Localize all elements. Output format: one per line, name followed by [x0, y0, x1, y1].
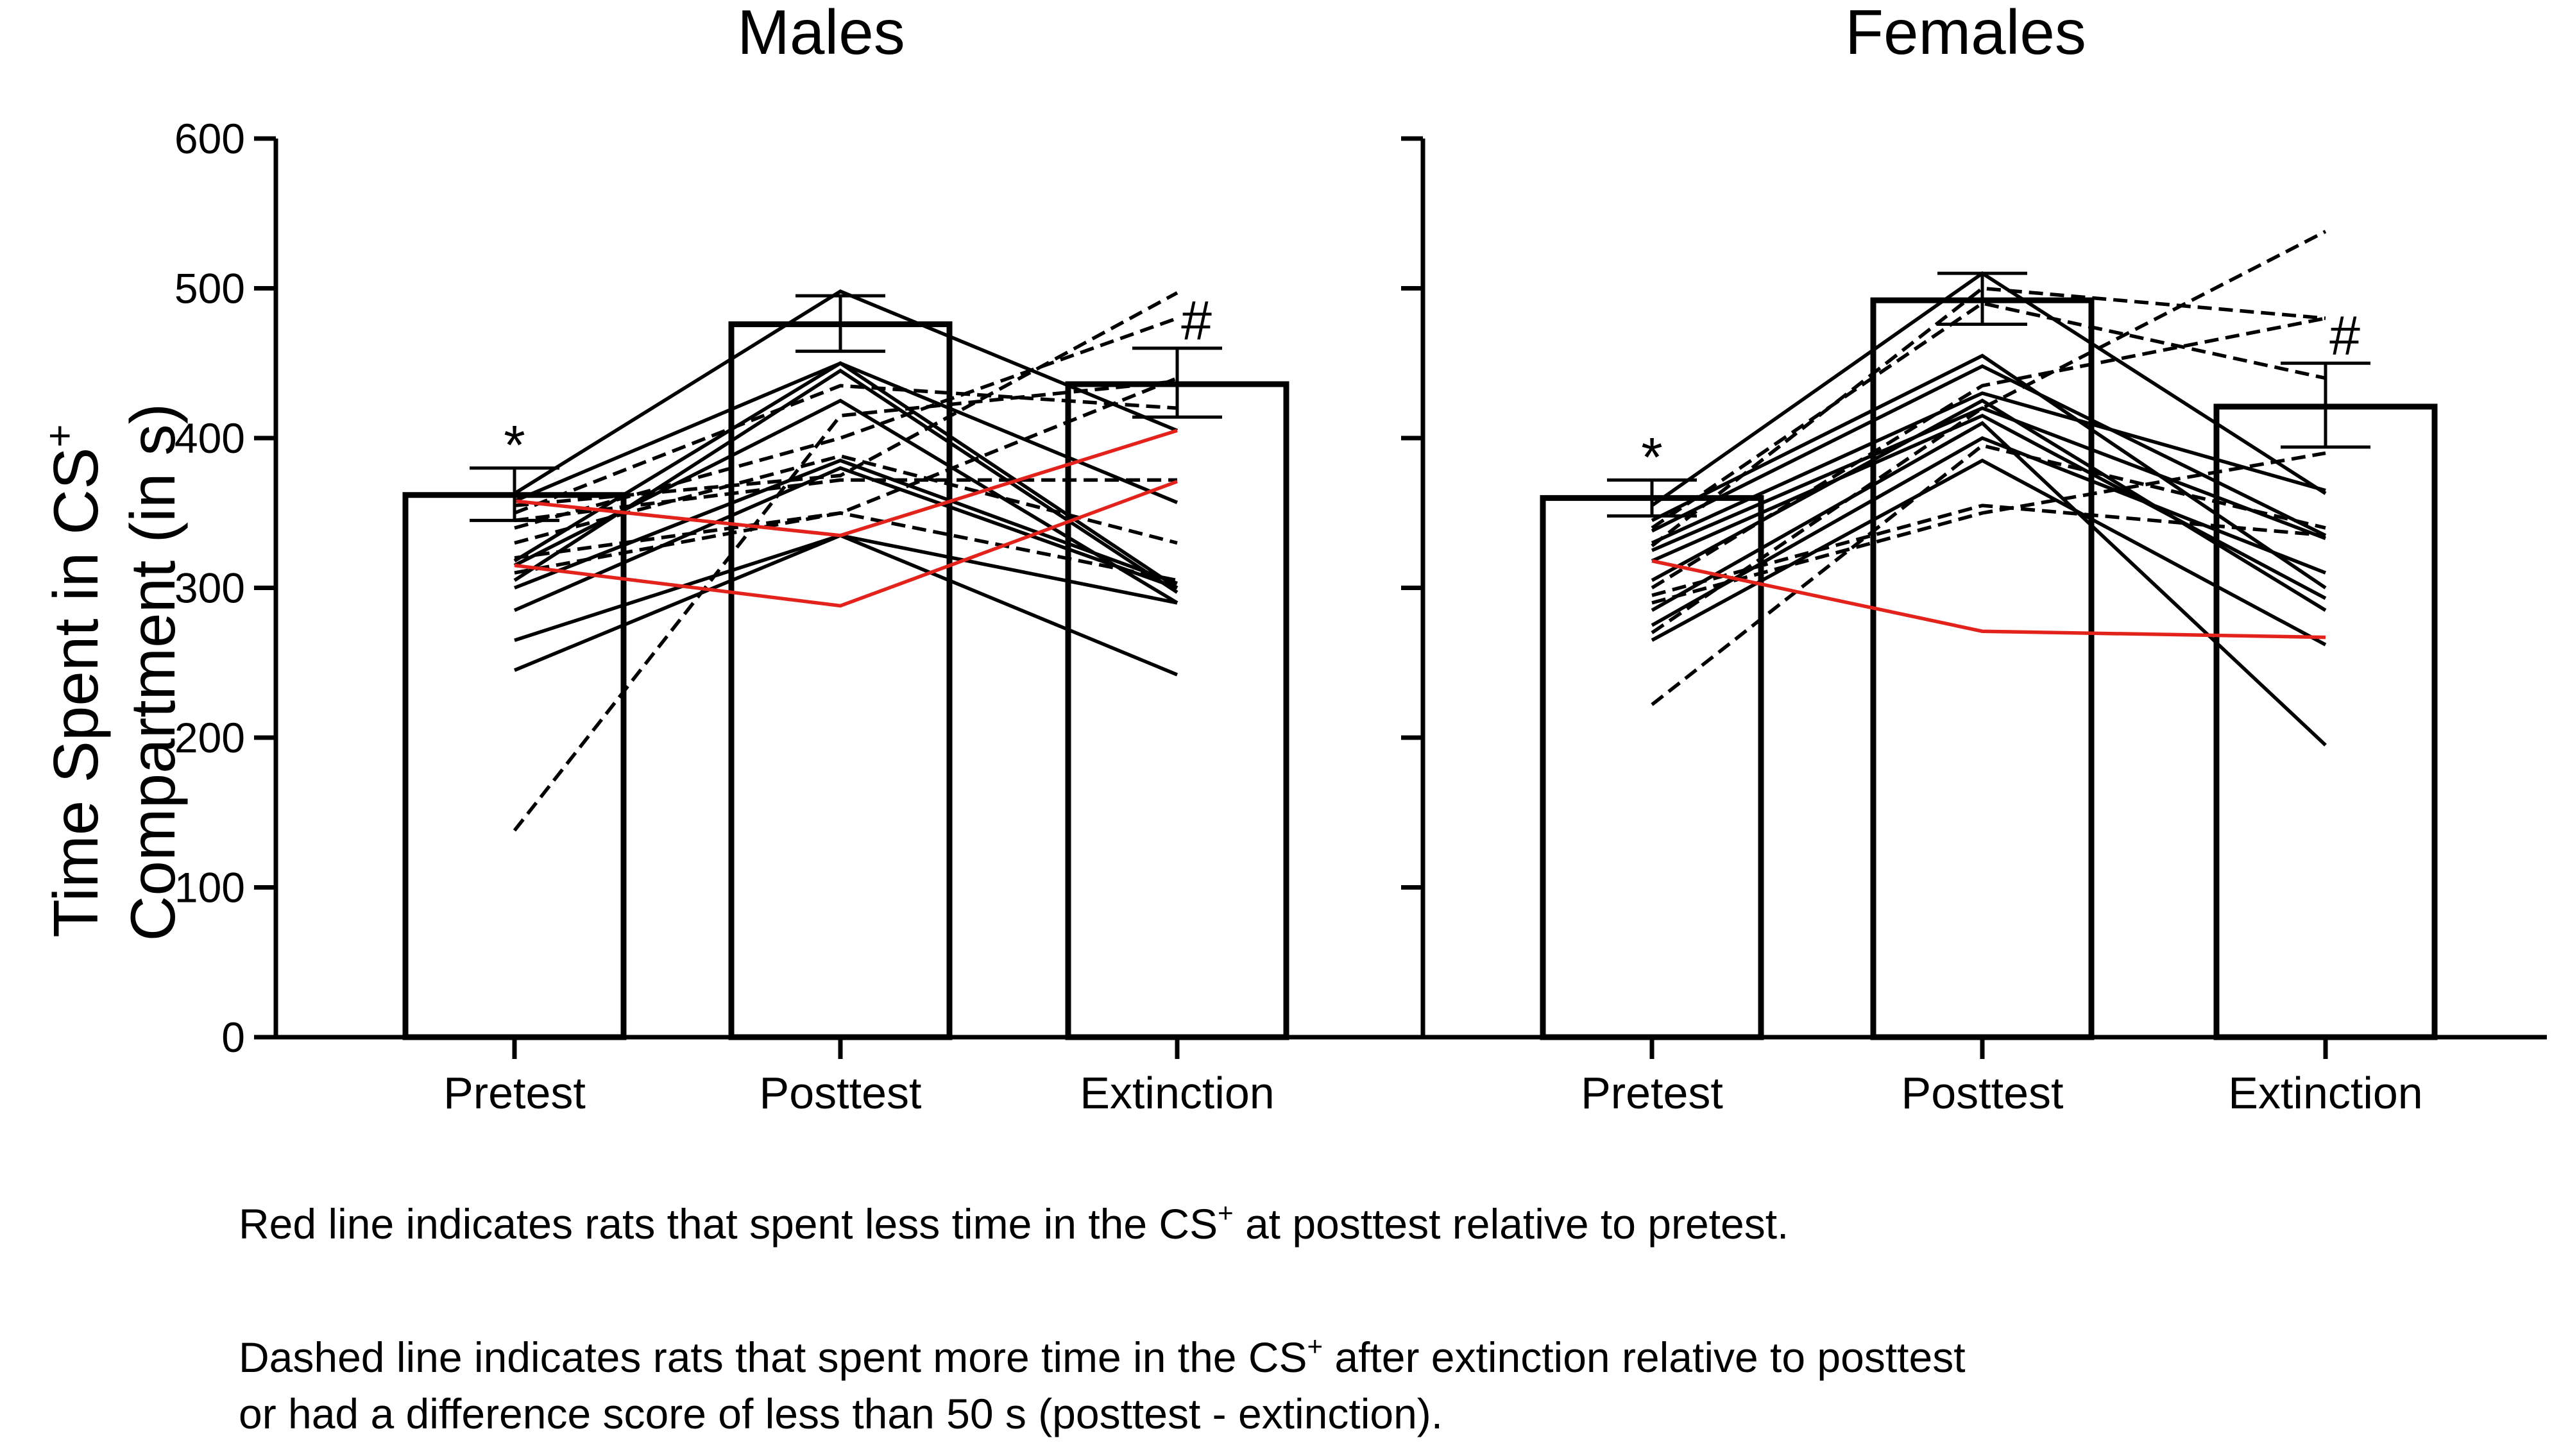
significance-marker: * [1641, 427, 1662, 488]
significance-marker: * [504, 415, 525, 477]
subject-line-solid [1651, 421, 2327, 747]
y-tick-label: 600 [174, 115, 245, 162]
subject-line-dashed [513, 384, 1178, 515]
subject-line-dashed [1651, 451, 2326, 605]
y-axis-label: Time Spent in CS+ Compartment (in s) [16, 403, 188, 942]
panel-title: Males [737, 0, 905, 67]
bar-pretest [402, 492, 627, 1040]
y-tick-label: 200 [174, 714, 245, 761]
subject-line-solid [1651, 458, 2327, 647]
y-tick-label: 500 [174, 265, 245, 312]
subject-line-dashed [513, 379, 1178, 832]
subject-line-dashed [514, 291, 1178, 507]
x-tick-label: Posttest [1901, 1068, 2064, 1118]
red-line-note: Red line indicates rats that spent less … [239, 1198, 1789, 1248]
x-tick-label: Extinction [1080, 1068, 1274, 1118]
bar-posttest [1870, 297, 2095, 1040]
subject-line-red [514, 428, 1178, 538]
panel-title: Females [1845, 0, 2086, 67]
subject-line-solid [1651, 353, 2327, 589]
subject-line-red [1651, 559, 2326, 639]
dashed-line-note-continued: or had a difference score of less than 5… [239, 1390, 1443, 1437]
x-tick-label: Posttest [760, 1068, 922, 1118]
subject-line-solid [1651, 413, 2327, 600]
subject-line-solid [513, 459, 1178, 590]
x-tick-label: Pretest [443, 1068, 586, 1118]
subject-line-solid [1651, 406, 2326, 552]
subject-line-dashed [514, 478, 1177, 523]
y-tick-label: 0 [221, 1013, 245, 1061]
dashed-line-note: Dashed line indicates rats that spent mo… [239, 1331, 1966, 1382]
y-tick-label: 300 [174, 564, 245, 612]
bar-extinction [2213, 403, 2438, 1040]
subject-line-red [514, 480, 1178, 608]
significance-marker: # [2329, 305, 2360, 366]
subject-line-dashed [1651, 504, 2326, 597]
y-tick-label: 100 [174, 864, 245, 911]
subject-line-dashed [514, 377, 1178, 575]
y-tick-label: 400 [174, 414, 245, 462]
panel-females: Females * # Pretest Posttest Extinction [1401, 0, 2547, 1118]
subject-line-dashed [1651, 301, 2326, 530]
subject-line-dashed [1651, 230, 2327, 634]
subject-line-solid [513, 368, 1178, 594]
subject-line-solid [1651, 436, 2327, 627]
subject-line-solid [513, 466, 1178, 613]
x-tick-label: Extinction [2228, 1068, 2422, 1118]
subject-line-solid [513, 289, 1178, 495]
subject-line-dashed [1651, 443, 2326, 706]
panel-males: Males * #0 100 200 300 400 500 600 Pretest Posttes… [174, 0, 1405, 1118]
subject-line-dashed [1651, 286, 2326, 548]
subject-line-solid [1651, 391, 2326, 545]
bar-posttest [728, 321, 953, 1040]
x-tick-label: Pretest [1581, 1068, 1723, 1118]
subject-line-dashed [1651, 316, 2326, 589]
subject-line-solid [1651, 364, 2327, 538]
significance-marker: # [1181, 290, 1212, 351]
subject-line-dashed [514, 316, 1178, 530]
